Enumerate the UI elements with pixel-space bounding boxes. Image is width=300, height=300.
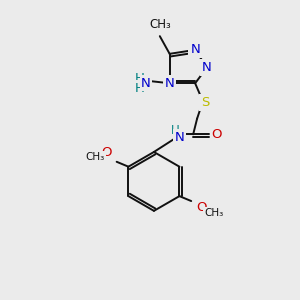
Text: N: N [175,131,184,144]
Text: H: H [135,72,145,85]
Text: N: N [141,77,151,90]
Text: N: N [165,77,175,90]
Text: CH₃: CH₃ [149,18,171,31]
Text: CH₃: CH₃ [204,208,224,218]
Text: O: O [196,201,206,214]
Text: CH₃: CH₃ [85,152,105,162]
Text: O: O [212,128,222,141]
Text: S: S [201,96,209,110]
Text: N: N [190,44,200,56]
Text: O: O [102,146,112,159]
Text: H: H [171,124,180,137]
Text: N: N [202,61,212,74]
Text: H: H [135,82,145,95]
